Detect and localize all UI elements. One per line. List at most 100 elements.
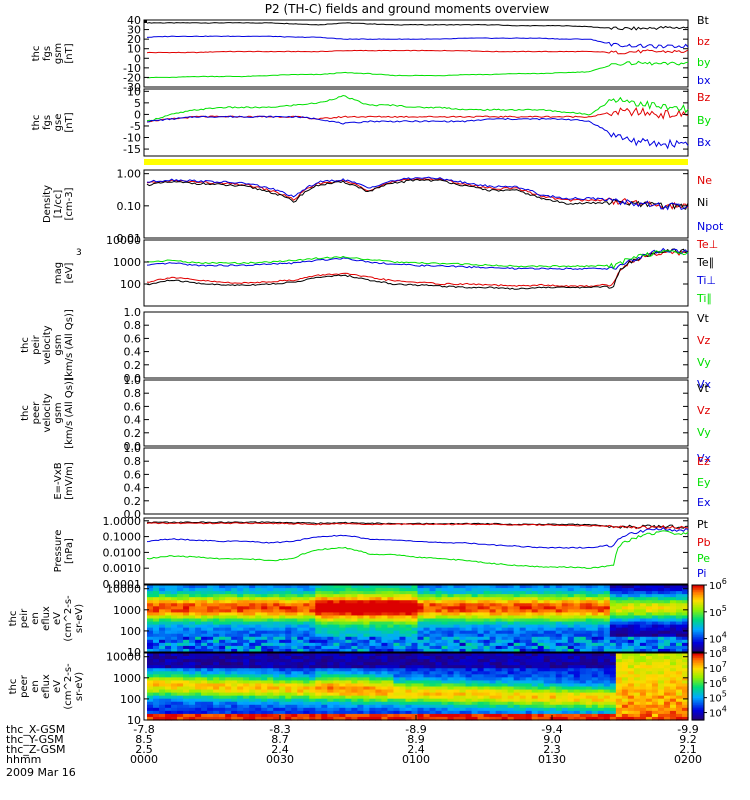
spectrogram-cell [489, 588, 497, 592]
spectrogram-cell [249, 621, 256, 626]
spectrogram-cell [369, 674, 377, 678]
spectrogram-cell [327, 630, 334, 635]
spectrogram-cell [579, 639, 587, 644]
spectrogram-cell [357, 636, 364, 641]
spectrogram-cell [291, 692, 298, 697]
spectrogram-cell [537, 665, 545, 669]
spectrogram-cell [153, 665, 160, 669]
spectrogram-cell [585, 618, 593, 623]
spectrogram-cell [513, 633, 521, 638]
spectrogram-cell [645, 639, 653, 644]
spectrogram-cell [669, 683, 677, 688]
spectrogram-cell [285, 653, 292, 657]
spectrogram-cell [375, 624, 383, 629]
spectrogram-cell [357, 594, 364, 598]
colorbar-tick-exponent: 6 [722, 577, 727, 586]
spectrogram-cell [465, 665, 473, 669]
spectrogram-cell [273, 591, 280, 595]
spectrogram-cell [147, 639, 154, 644]
spectrogram-cell [231, 704, 238, 709]
spectrogram-cell [231, 600, 238, 604]
spectrogram-cell [147, 606, 154, 610]
spectrogram-cell [597, 674, 605, 678]
spectrogram-cell [261, 633, 268, 638]
spectrogram-cell [225, 639, 232, 644]
spectrogram-cell [447, 707, 455, 712]
spectrogram-cell [507, 674, 515, 678]
spectrogram-cell [549, 683, 557, 688]
spectrogram-cell [261, 674, 268, 678]
spectrogram-cell [453, 698, 461, 703]
spectrogram-cell [423, 627, 431, 632]
spectrogram-cell [201, 603, 208, 607]
spectrogram-cell [297, 618, 304, 623]
spectrogram-cell [213, 621, 220, 626]
spectrogram-cell [525, 621, 533, 626]
spectrogram-cell [303, 597, 310, 601]
spectrogram-cell [291, 636, 298, 641]
spectrogram-cell [381, 713, 389, 718]
spectrogram-cell [543, 707, 551, 712]
ytick-label: 0.6 [124, 400, 142, 413]
spectrogram-cell [393, 645, 401, 650]
spectrogram-cell [273, 642, 280, 647]
spectrogram-cell [255, 686, 262, 691]
spectrogram-cell [531, 645, 539, 650]
spectrogram-cell [339, 627, 346, 632]
spectrogram-cell [567, 677, 575, 682]
spectrogram-cell [213, 659, 220, 663]
spectrogram-cell [441, 603, 449, 607]
spectrogram-cell [495, 648, 503, 653]
spectrogram-cell [519, 597, 527, 601]
spectrogram-cell [519, 618, 527, 623]
spectrogram-cell [459, 612, 467, 617]
spectrogram-cell [543, 716, 551, 721]
spectrogram-cell [381, 653, 389, 657]
spectrogram-cell [579, 683, 587, 688]
spectrogram-cell [447, 683, 455, 688]
xtick-label: -9.4 [541, 723, 562, 736]
spectrogram-cell [645, 606, 653, 610]
spectrogram-cell [513, 594, 521, 598]
spectrogram-cell [633, 698, 641, 703]
colorbar-segment [692, 706, 704, 709]
colorbar-segment [692, 616, 704, 620]
spectrogram-cell [585, 668, 593, 672]
spectrogram-cell [333, 645, 340, 650]
spectrogram-cell [273, 597, 280, 601]
spectrogram-cell [579, 662, 587, 666]
spectrogram-cell [543, 710, 551, 715]
spectrogram-cell [621, 603, 629, 607]
spectrogram-cell [363, 642, 371, 647]
spectrogram-cell [489, 716, 497, 721]
spectrogram-cell [525, 680, 533, 685]
spectrogram-cell [153, 588, 160, 592]
spectrogram-cell [333, 668, 340, 672]
spectrogram-cell [639, 665, 647, 669]
spectrogram-cell [453, 710, 461, 715]
spectrogram-cell [147, 671, 154, 675]
spectrogram-cell [567, 686, 575, 691]
spectrogram-cell [465, 612, 473, 617]
ytick-label: 1000 [113, 604, 141, 617]
spectrogram-cell [291, 683, 298, 688]
spectrogram-cell [279, 594, 286, 598]
spectrogram-cell [399, 609, 407, 614]
spectrogram-cell [675, 677, 683, 682]
spectrogram-cell [345, 656, 352, 660]
spectrogram-cell [243, 597, 250, 601]
spectrogram-cell [177, 591, 184, 595]
spectrogram-cell [537, 609, 545, 614]
xtick-label: -8.3 [269, 723, 290, 736]
spectrogram-cell [231, 615, 238, 620]
spectrogram-cell [327, 588, 334, 592]
spectrogram-cell [645, 603, 653, 607]
spectrogram-cell [477, 710, 485, 715]
spectrogram-cell [561, 600, 569, 604]
spectrogram-cell [477, 695, 485, 700]
spectrogram-cell [597, 642, 605, 647]
spectrogram-cell [453, 627, 461, 632]
spectrogram-cell [681, 701, 689, 706]
spectrogram-cell [441, 585, 449, 589]
spectrogram-cell [651, 615, 659, 620]
